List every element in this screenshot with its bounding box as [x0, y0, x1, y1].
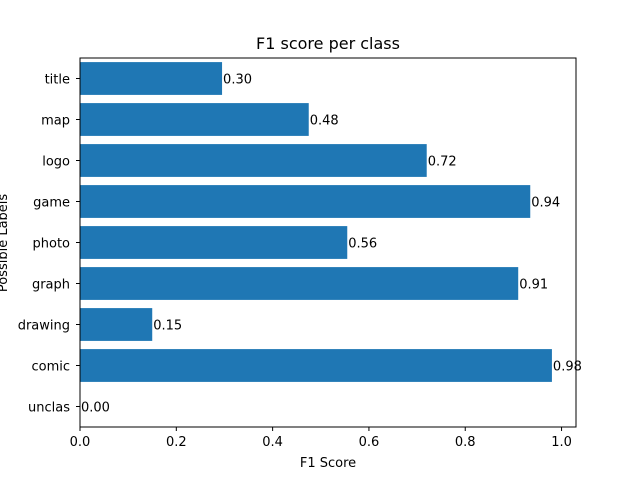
bar-comic [80, 349, 552, 382]
data-label-photo: 0.56 [348, 237, 377, 252]
bar-title [80, 62, 223, 95]
x-tick-label: 0.4 [262, 435, 283, 450]
bars-layer [80, 62, 552, 382]
bar-map [80, 103, 309, 136]
chart-title: F1 score per class [256, 34, 400, 53]
data-labels-layer: 0.00 0.98 0.15 0.91 0.56 0.94 0.72 0.48 0.30 [81, 73, 582, 416]
data-label-comic: 0.98 [553, 360, 582, 375]
x-tick-label: 0.6 [359, 435, 380, 450]
bar-photo [80, 226, 348, 259]
data-label-game: 0.94 [531, 196, 560, 211]
data-label-drawing: 0.15 [153, 319, 182, 334]
y-tick-label-graph: graph [32, 278, 70, 293]
bar-drawing [80, 308, 153, 341]
bar-logo [80, 144, 427, 177]
y-tick-label-logo: logo [42, 155, 70, 170]
x-tick-label: 1.0 [551, 435, 572, 450]
y-tick-label-game: game [33, 196, 70, 211]
bar-graph [80, 267, 519, 300]
y-tick-label-unclas: unclas [28, 401, 70, 416]
y-tick-label-map: map [41, 114, 70, 129]
data-label-graph: 0.91 [519, 278, 548, 293]
bar-game [80, 185, 531, 218]
plot-frame [79, 57, 577, 428]
y-tick-label-title: title [45, 73, 70, 88]
x-tick-label: 0.0 [70, 435, 91, 450]
x-axis-label: F1 Score [300, 456, 356, 471]
y-tick-label-comic: comic [31, 360, 70, 375]
data-label-logo: 0.72 [428, 155, 457, 170]
y-axis-label: Possible Labels [0, 194, 11, 293]
x-tick-label: 0.8 [455, 435, 476, 450]
y-tick-label-drawing: drawing [18, 319, 70, 334]
data-label-map: 0.48 [310, 114, 339, 129]
data-label-unclas: 0.00 [81, 401, 110, 416]
x-tick-label: 0.2 [166, 435, 187, 450]
y-tick-label-photo: photo [33, 237, 71, 252]
axes-layer: unclas comic drawing graph photo game logo map t… [18, 57, 577, 450]
data-label-title: 0.30 [223, 73, 252, 88]
